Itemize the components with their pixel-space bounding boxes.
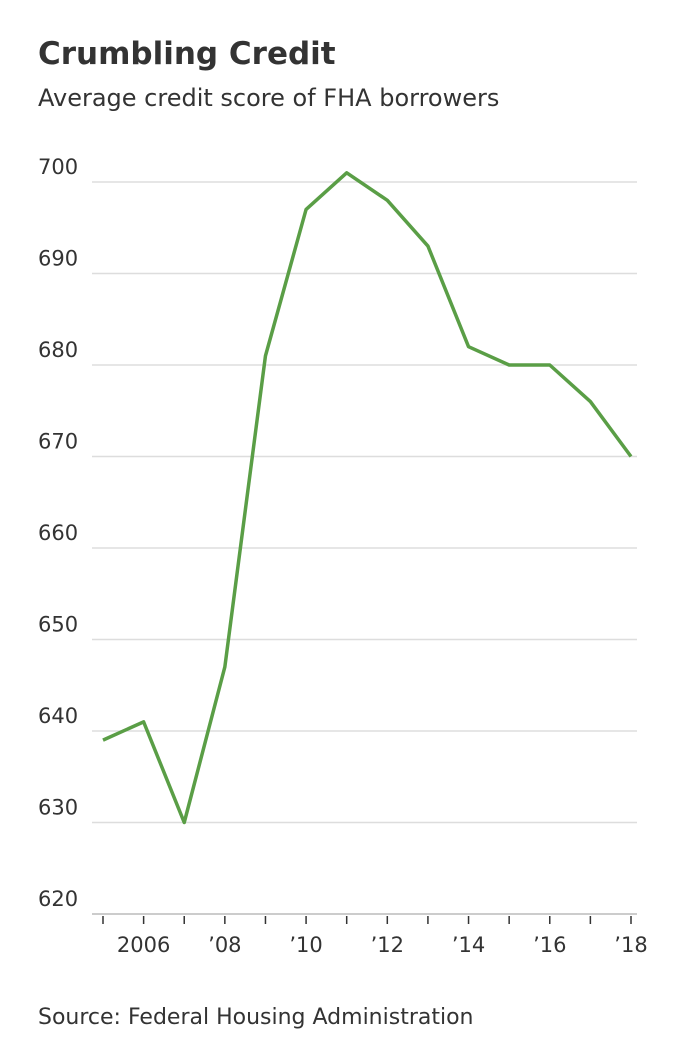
y-tick-label: 620: [38, 887, 78, 911]
y-tick-label: 680: [38, 338, 78, 362]
y-tick-label: 660: [38, 521, 78, 545]
x-tick-label: ’14: [452, 933, 485, 957]
x-tick-label: ’08: [208, 933, 241, 957]
source-note: Source: Federal Housing Administration: [38, 1005, 474, 1030]
x-tick-label: ’12: [371, 933, 404, 957]
chart-title: Crumbling Credit: [38, 36, 336, 72]
data-line: [102, 171, 633, 825]
chart-subtitle: Average credit score of FHA borrowers: [38, 84, 499, 112]
y-tick-label: 670: [38, 430, 78, 454]
y-tick-label: 690: [38, 247, 78, 271]
y-tick-label: 630: [38, 796, 78, 820]
x-tick-label: 2006: [117, 933, 170, 957]
x-tick-label: ’16: [533, 933, 566, 957]
y-tick-label: 640: [38, 704, 78, 728]
y-tick-label: 650: [38, 613, 78, 637]
y-tick-label: 700: [38, 155, 78, 179]
x-tick-label: ’18: [614, 933, 647, 957]
x-tick-label: ’10: [289, 933, 322, 957]
